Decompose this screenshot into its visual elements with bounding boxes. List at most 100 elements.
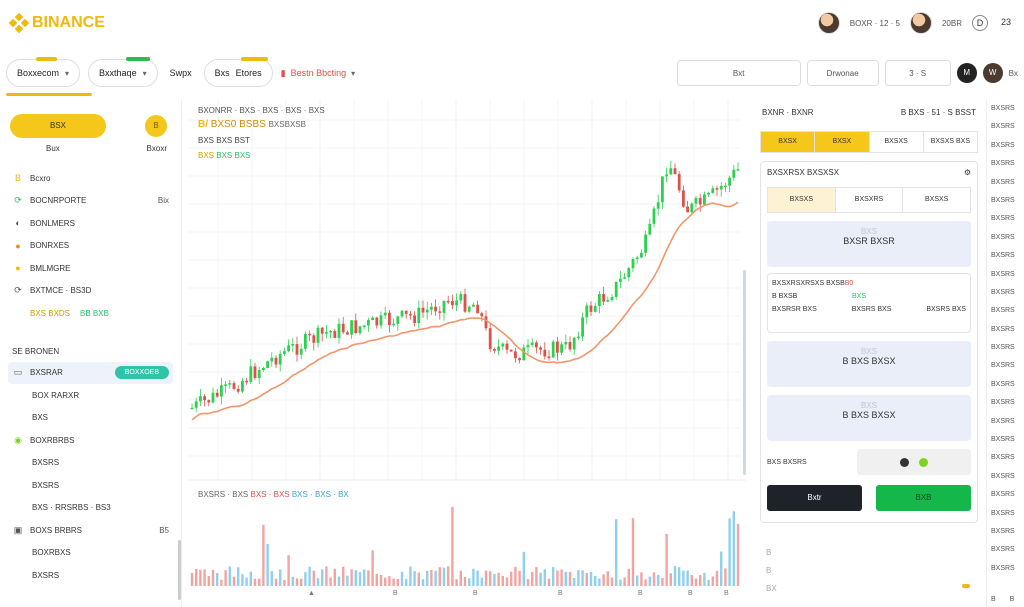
order-type-2[interactable]: BXSXS	[925, 196, 949, 203]
binance-logo-icon	[8, 12, 30, 34]
highlight-label-b: BB BXB	[80, 308, 109, 318]
sidebar-item-3[interactable]: ● BONRXES	[0, 235, 181, 258]
amount-field[interactable]: BXS B BXS BXSX	[767, 341, 971, 387]
primary-action-button[interactable]: BSX	[10, 114, 106, 138]
price-axis-bottom-b[interactable]: B	[1009, 596, 1015, 603]
candle-body	[232, 383, 236, 389]
time-marker-1[interactable]: B	[393, 590, 398, 597]
volume-bar	[547, 578, 551, 586]
binance-logo[interactable]: BINANCE	[8, 12, 105, 34]
download-icon[interactable]: D	[972, 15, 988, 31]
volume-bar	[493, 573, 496, 586]
sidebar-item-2[interactable]: ◐ BONLMERS	[0, 212, 181, 235]
search-input[interactable]: Bxt	[676, 60, 801, 86]
sidebar-group[interactable]: ◉ BOXRBRBS	[0, 429, 181, 452]
candle-body	[682, 190, 685, 207]
payment-switch[interactable]: B B	[857, 449, 971, 475]
order-type-0[interactable]: BXSXS	[768, 188, 836, 212]
sidebar-item-5[interactable]: ⟳ BXTMCE · BS3D	[0, 280, 181, 303]
orders-select[interactable]: Bxs Etores	[203, 57, 273, 87]
tab-3[interactable]: BXSXS BXS	[930, 138, 971, 145]
interval-input[interactable]: 3 · S	[884, 60, 951, 86]
chart-scrollbar[interactable]	[743, 270, 746, 475]
tab-1[interactable]: BXSX	[815, 132, 870, 152]
time-marker-6[interactable]: B	[724, 590, 729, 597]
volume-bar	[312, 570, 315, 586]
time-marker-5[interactable]: B	[688, 590, 693, 597]
sidebar-item-label: BXTMCE · BS3D	[30, 286, 92, 296]
status-badge[interactable]: BOXXOEB	[114, 366, 169, 380]
user-avatar-a[interactable]	[817, 12, 840, 34]
settings-icon[interactable]: 23	[1000, 17, 1011, 27]
price-axis-bottom-a[interactable]: B	[991, 596, 996, 603]
tab-0[interactable]: BXSX	[761, 132, 816, 152]
volume-bar	[258, 578, 261, 586]
price-axis-tick: BXSRS	[991, 454, 1015, 462]
coin-icon[interactable]: B	[145, 115, 167, 137]
sidebar-item-selected[interactable]: ▭ BXSRAR BOXXOEB	[8, 361, 173, 384]
time-marker-2[interactable]: B	[473, 590, 478, 597]
sidebar-item-0[interactable]: B Bcxro	[0, 167, 181, 190]
sidebar-bottom-item[interactable]: ▣ BOXS BRBRS B5	[0, 519, 181, 542]
user-avatar-b[interactable]	[909, 12, 932, 34]
volume-bar	[459, 570, 462, 586]
candle-body	[732, 169, 736, 178]
order-type-1[interactable]: BXSXRS	[836, 188, 904, 212]
candle-body	[220, 385, 223, 397]
panel-tabs: BXSX BXSX BXSXS BXSXS BXS	[760, 131, 978, 153]
candle-body	[694, 198, 698, 204]
info-icon[interactable]: ⚙	[963, 168, 971, 177]
sidebar-item-4[interactable]: ● BMLMGRE	[0, 257, 181, 280]
sell-button[interactable]: Bxtr	[767, 485, 862, 511]
market-select[interactable]: Boxxecom ▾	[6, 57, 81, 87]
notification-icon[interactable]: M	[956, 63, 977, 83]
buy-button[interactable]: BXB	[876, 485, 971, 511]
sidebar-bottom-subitem-1[interactable]: BXSRS	[32, 570, 60, 580]
candle-body	[249, 366, 253, 382]
volume-legend-c: BXS · BXS · BX	[291, 490, 349, 499]
volume-bar	[573, 578, 576, 586]
volume-bar	[564, 571, 567, 586]
candle-body	[274, 357, 278, 365]
profile-icon[interactable]: W	[982, 63, 1003, 83]
swap-link[interactable]: Swpx	[169, 68, 192, 78]
time-marker-3[interactable]: B	[558, 590, 563, 597]
volume-bar	[325, 566, 328, 586]
alert-select[interactable]: ▮ Bestn Bbcting ▾	[281, 68, 356, 79]
sidebar-subitem-0[interactable]: BOX RARXR	[32, 390, 80, 400]
volume-bar	[249, 571, 252, 586]
pair-select[interactable]: Bxxthaqe ▾	[88, 57, 158, 87]
price-field[interactable]: BXS BXSR BXSR	[767, 221, 971, 267]
candle-body	[262, 367, 265, 371]
total-field[interactable]: BXS B BXS BXSX	[767, 395, 971, 441]
sidebar-bottom-subitem-0[interactable]: BOXRBXS	[32, 548, 71, 558]
candle-body	[698, 198, 702, 205]
time-marker-4[interactable]: B	[638, 590, 643, 597]
candle-body	[543, 349, 547, 357]
volume-bar	[241, 574, 244, 586]
price-axis-tick: BXSRS	[991, 472, 1015, 480]
candle-body	[509, 349, 513, 352]
chart-canvas[interactable]	[188, 100, 746, 607]
sidebar-scrollbar[interactable]	[178, 540, 181, 600]
volume-bar	[531, 571, 534, 586]
volume-bar	[455, 579, 458, 586]
sidebar-item-1[interactable]: ⟳ BOCNRPORTE Bix	[0, 190, 181, 213]
payment-option-b-icon	[919, 457, 928, 467]
price-axis-tick: BXSRS	[991, 344, 1015, 352]
candle-body	[362, 325, 366, 327]
tab-2[interactable]: BXSXS	[870, 132, 924, 152]
sidebar-group-subitem-0[interactable]: BXSRS	[32, 458, 60, 468]
candle-body	[526, 344, 530, 348]
date-input[interactable]: Drwonae	[806, 60, 879, 86]
layout-icon[interactable]: Bx	[1008, 68, 1018, 78]
price-chart[interactable]: BXONRR · BXS · BXS · BXS · BXS B/ BXS0 B…	[188, 100, 746, 607]
menu-item-icon: ⟳	[14, 285, 22, 296]
group-icon: ◉	[14, 434, 22, 445]
sidebar-subitem-1[interactable]: BXS	[32, 413, 49, 423]
time-marker-0[interactable]: ▲	[308, 590, 315, 597]
candle-body	[711, 188, 715, 193]
sidebar-highlight-row[interactable]: BXS BXDS BB BXB	[0, 302, 181, 325]
sidebar-group-subitem-1[interactable]: BXSRS	[32, 480, 60, 490]
sidebar-group-subitem-2[interactable]: BXS · RRSRBS · BS3	[32, 503, 111, 513]
